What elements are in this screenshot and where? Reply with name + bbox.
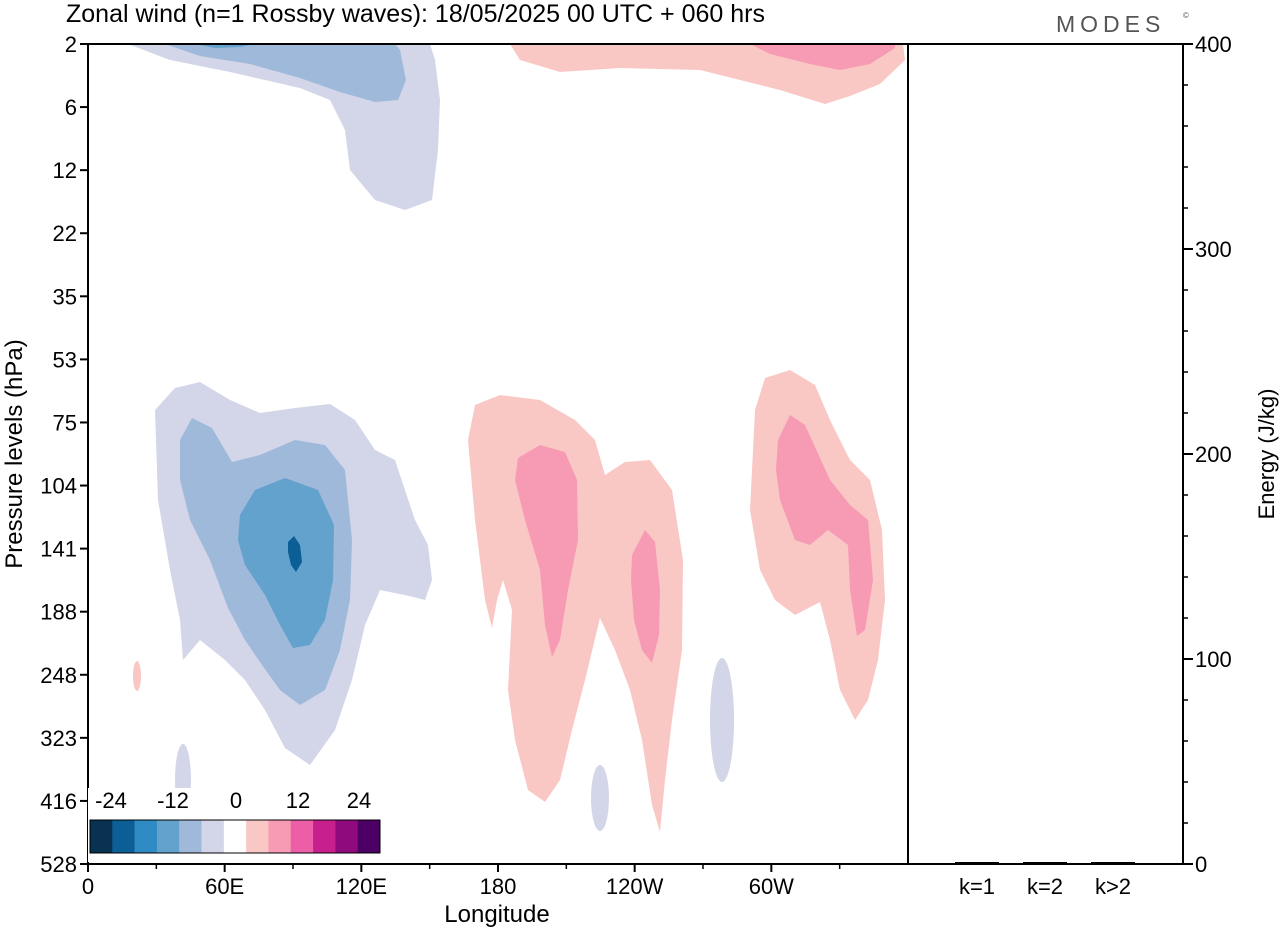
pressure-tick-label: 248 xyxy=(40,663,77,688)
positive-anomaly-east-inner xyxy=(776,415,873,636)
energy-bar xyxy=(1091,862,1135,864)
colorbar-swatch xyxy=(313,820,336,853)
pressure-tick-label: 188 xyxy=(40,600,77,625)
longitude-tick-label: 120W xyxy=(606,874,664,899)
chart-title: Zonal wind (n=1 Rossby waves): 18/05/202… xyxy=(66,0,765,28)
positive-anomaly-small xyxy=(133,661,141,691)
colorbar-swatch xyxy=(223,820,247,853)
energy-category-label: k=2 xyxy=(1027,874,1063,899)
energy-tick-label: 400 xyxy=(1195,32,1232,57)
colorbar-tick-label: 24 xyxy=(347,788,371,813)
energy-tick-label: 100 xyxy=(1195,647,1232,672)
colorbar-tick-label: -12 xyxy=(157,788,189,813)
energy-bar xyxy=(1023,862,1067,864)
energy-category-label: k>2 xyxy=(1095,874,1131,899)
y-axis-label: Pressure levels (hPa) xyxy=(1,339,28,568)
brand-copyright-mark: © xyxy=(1183,11,1189,20)
pressure-tick-label: 22 xyxy=(53,221,77,246)
colorbar-swatch xyxy=(268,820,292,853)
pressure-tick-label: 53 xyxy=(53,347,77,372)
negative-anomaly-lower-inner xyxy=(238,478,334,648)
negative-anomaly-small-3 xyxy=(710,658,734,782)
longitude-axis: 0 60E 120E 180 120W 60W xyxy=(82,864,841,899)
energy-axis-label: Energy (J/kg) xyxy=(1254,389,1279,520)
pressure-tick-label: 141 xyxy=(40,537,77,562)
pressure-tick-label: 6 xyxy=(65,95,77,120)
pressure-tick-label: 2 xyxy=(65,32,77,57)
energy-tick-label: 300 xyxy=(1195,237,1232,262)
colorbar-swatch xyxy=(134,820,158,853)
pressure-axis: 2 6 12 22 35 53 75 104 141 188 248 323 416 528 xyxy=(40,32,88,877)
pressure-tick-label: 323 xyxy=(40,726,77,751)
energy-bars: k=1 k=2 k>2 xyxy=(955,862,1135,899)
colorbar-labels: -24 -12 0 12 24 xyxy=(95,788,371,813)
colorbar-swatches xyxy=(89,819,381,854)
colorbar-tick-label: 0 xyxy=(230,788,242,813)
energy-panel-frame xyxy=(907,43,1184,865)
colorbar-tick-label: 12 xyxy=(286,788,310,813)
energy-tick-label: 200 xyxy=(1195,442,1232,467)
colorbar-swatch xyxy=(357,820,381,853)
colorbar-swatch xyxy=(335,820,358,853)
longitude-tick-label: 60W xyxy=(749,874,794,899)
energy-axis: 0 100 200 300 400 xyxy=(1183,32,1232,877)
energy-tick-label: 0 xyxy=(1195,852,1207,877)
longitude-tick-label: 0 xyxy=(82,874,94,899)
longitude-tick-label: 120E xyxy=(336,874,387,899)
zonal-wind-heatmap xyxy=(128,44,905,832)
colorbar-swatch xyxy=(201,820,225,853)
longitude-tick-label: 60E xyxy=(205,874,244,899)
pressure-tick-label: 12 xyxy=(53,158,77,183)
positive-anomaly-upper-inner xyxy=(750,44,895,70)
energy-bar xyxy=(955,862,999,864)
pressure-tick-label: 416 xyxy=(40,789,77,814)
colorbar-swatch xyxy=(290,820,314,853)
colorbar-legend: -24 -12 0 12 24 xyxy=(88,788,382,862)
longitude-tick-label: 180 xyxy=(480,874,517,899)
negative-anomaly-lower-core xyxy=(288,536,302,572)
pressure-tick-label: 104 xyxy=(40,474,77,499)
brand-logo: MODES xyxy=(1056,11,1165,37)
positive-anomaly-mid-inner xyxy=(631,530,660,663)
negative-anomaly-upper-mid xyxy=(165,44,406,102)
colorbar-tick-label: -24 xyxy=(95,788,127,813)
colorbar-swatch xyxy=(90,820,113,853)
positive-anomaly-west-inner xyxy=(515,445,578,657)
colorbar-swatch xyxy=(112,820,135,853)
colorbar-swatch xyxy=(246,820,269,853)
colorbar-frame xyxy=(89,819,381,854)
pressure-tick-label: 35 xyxy=(53,284,77,309)
colorbar-swatch xyxy=(156,820,180,853)
energy-category-label: k=1 xyxy=(959,874,995,899)
x-axis-label: Longitude xyxy=(444,901,549,928)
pressure-tick-label: 528 xyxy=(40,852,77,877)
colorbar-swatch xyxy=(179,820,202,853)
pressure-tick-label: 75 xyxy=(53,410,77,435)
negative-anomaly-small-2 xyxy=(591,765,609,831)
